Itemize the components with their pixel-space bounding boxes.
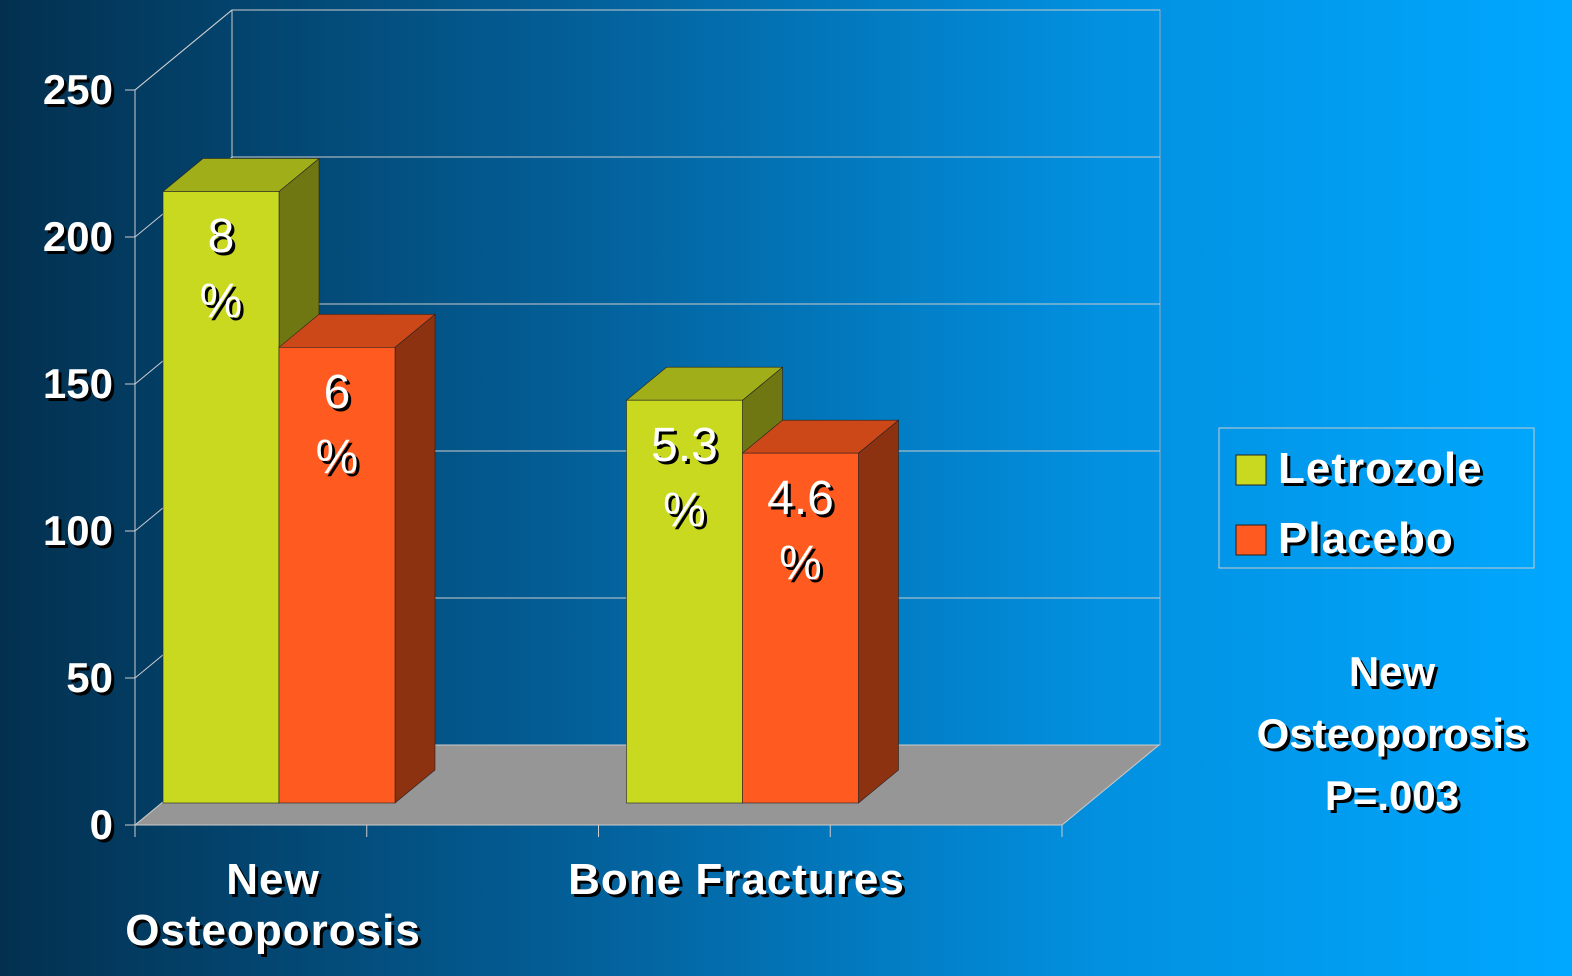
x-tick-label: New Osteoporosis	[125, 855, 421, 955]
y-tick-label: 150	[42, 360, 113, 407]
grid-line	[134, 9, 233, 91]
legend-box	[1218, 427, 1535, 569]
note: Osteoporosis	[1256, 710, 1528, 757]
bar-annotation: 8 %	[199, 210, 243, 329]
bar	[162, 191, 280, 804]
bar	[626, 399, 743, 804]
bar-side	[394, 313, 436, 804]
y-tick-label: 200	[42, 213, 113, 260]
bar	[278, 346, 396, 804]
y-tick-label: 50	[66, 654, 113, 701]
y-tick-label: 100	[42, 507, 113, 554]
note: New	[1348, 648, 1436, 695]
legend-swatch	[1235, 454, 1267, 486]
legend-swatch	[1235, 524, 1267, 556]
bar-annotation: 6 %	[315, 366, 359, 485]
y-tick-label: 250	[42, 66, 113, 113]
legend-label: Letrozole	[1278, 444, 1483, 493]
x-tick-label: Bone Fractures	[568, 855, 905, 904]
bar-side	[858, 419, 899, 804]
legend-label: Placebo	[1278, 514, 1454, 563]
bar	[742, 452, 859, 804]
y-tick-label: 0	[89, 801, 113, 848]
bar-annotation: 4.6 %	[767, 472, 834, 590]
bar-annotation: 5.3 %	[651, 419, 718, 538]
note: P=.003	[1324, 772, 1460, 819]
